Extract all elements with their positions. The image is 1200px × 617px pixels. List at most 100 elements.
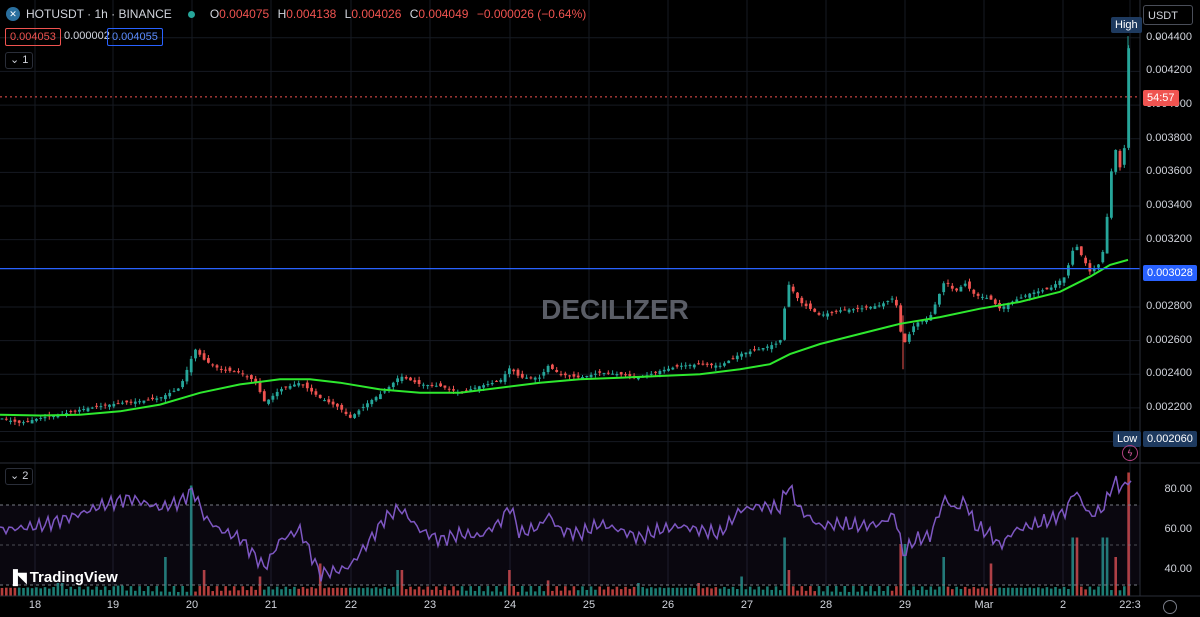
volume-bar	[551, 590, 554, 596]
open-value: 0.004075	[219, 7, 270, 21]
volume-bar	[86, 586, 90, 596]
volume-bar	[349, 587, 352, 596]
symbol-title[interactable]: HOTUSDT · 1h · BINANCE	[26, 7, 172, 21]
candle-body	[688, 365, 692, 367]
volume-bar	[671, 587, 675, 596]
candle-body	[817, 313, 821, 315]
candle-body	[512, 369, 516, 372]
volume-bar	[809, 586, 812, 596]
volume-bar	[452, 586, 455, 596]
candle-body	[413, 380, 417, 383]
candle-body	[1036, 291, 1040, 294]
candle-body	[482, 385, 485, 388]
volume-bar	[542, 591, 546, 596]
volume-bar	[873, 591, 877, 596]
candle-body	[710, 363, 713, 366]
rsi-pane-collapse-button[interactable]: ⌄ 2	[5, 468, 34, 485]
candle-body	[348, 414, 352, 418]
candle-body	[17, 420, 21, 423]
candle-body	[800, 297, 804, 304]
volume-bar	[830, 591, 834, 596]
volume-bar	[843, 586, 847, 596]
candle-body	[404, 376, 408, 379]
candle-body	[714, 365, 718, 368]
volume-bar	[185, 591, 189, 596]
volume-bar	[817, 586, 821, 596]
price-scale-label: 0.004200	[1146, 64, 1192, 77]
candle-body	[520, 373, 524, 378]
main-pane-collapse-button[interactable]: ⌄ 1	[5, 52, 34, 69]
candle-body	[705, 363, 709, 365]
volume-bar	[516, 591, 520, 596]
volume-bar	[568, 590, 571, 596]
volume-bar	[331, 588, 335, 596]
tradingview-logo[interactable]: ▐◥ TradingView	[8, 569, 118, 586]
candle-body	[602, 372, 606, 374]
candle-body	[52, 415, 55, 418]
lightning-icon[interactable]: ϟ	[1122, 445, 1138, 461]
low-price-tag: 0.002060	[1143, 431, 1197, 447]
volume-bar	[189, 485, 193, 596]
candle-body	[761, 348, 765, 350]
volume-bar	[968, 588, 971, 596]
volume-bar	[804, 590, 808, 596]
candle-body	[985, 297, 989, 299]
volume-bar	[426, 586, 429, 596]
candle-body	[13, 419, 17, 422]
volume-bar	[17, 587, 21, 596]
time-axis-label: 22:3	[1119, 599, 1141, 611]
volume-bar	[938, 586, 941, 596]
volume-bar	[1006, 587, 1010, 596]
volume-bar	[723, 586, 726, 596]
candle-body	[108, 404, 111, 407]
symbol-icon: ✕	[6, 7, 20, 21]
rsi-line	[0, 475, 1132, 582]
volume-bar	[748, 586, 752, 596]
volume-bar	[35, 587, 38, 596]
candle-body	[856, 307, 860, 309]
volume-bar	[650, 587, 653, 596]
volume-bar	[60, 583, 64, 596]
volume-bar	[998, 587, 1001, 596]
candle-body	[103, 404, 107, 406]
volume-bar	[783, 537, 786, 596]
candle-body	[490, 382, 494, 385]
currency-select[interactable]: USDT ⌄	[1143, 5, 1193, 41]
ask-price-badge[interactable]: 0.004055	[107, 28, 163, 46]
volume-bar	[254, 589, 257, 596]
high-value: 0.004138	[286, 7, 337, 21]
candle-body	[882, 303, 885, 307]
candle-body	[753, 349, 756, 351]
settings-icon[interactable]	[1163, 600, 1177, 614]
candle-body	[791, 286, 795, 292]
volume-bar	[890, 590, 894, 596]
volume-bar	[301, 586, 305, 596]
candle-body	[211, 364, 215, 366]
volume-bar	[1037, 587, 1040, 596]
volume-bar	[624, 586, 627, 596]
price-scale-label: 0.003600	[1146, 165, 1192, 178]
candle-body	[766, 346, 769, 348]
market-status-icon	[187, 10, 195, 18]
time-axis-label: 27	[740, 599, 754, 611]
candle-body	[615, 374, 619, 376]
volume-bar	[215, 586, 219, 596]
candle-body	[172, 390, 176, 392]
candle-body	[1071, 250, 1075, 265]
volume-bar	[925, 589, 928, 596]
candle-body	[1041, 290, 1044, 292]
candle-body	[146, 399, 150, 401]
time-axis-label: 20	[185, 599, 199, 611]
bid-price-badge[interactable]: 0.004053	[5, 28, 61, 46]
candle-body	[1084, 257, 1087, 264]
volume-bar	[0, 587, 4, 596]
candle-body	[151, 397, 154, 400]
candle-body	[847, 309, 851, 313]
volume-bar	[486, 586, 490, 596]
volume-bar	[129, 586, 133, 596]
volume-bar	[207, 586, 210, 596]
candle-body	[477, 386, 481, 390]
candle-body	[1097, 264, 1100, 268]
volume-bar	[559, 590, 563, 596]
